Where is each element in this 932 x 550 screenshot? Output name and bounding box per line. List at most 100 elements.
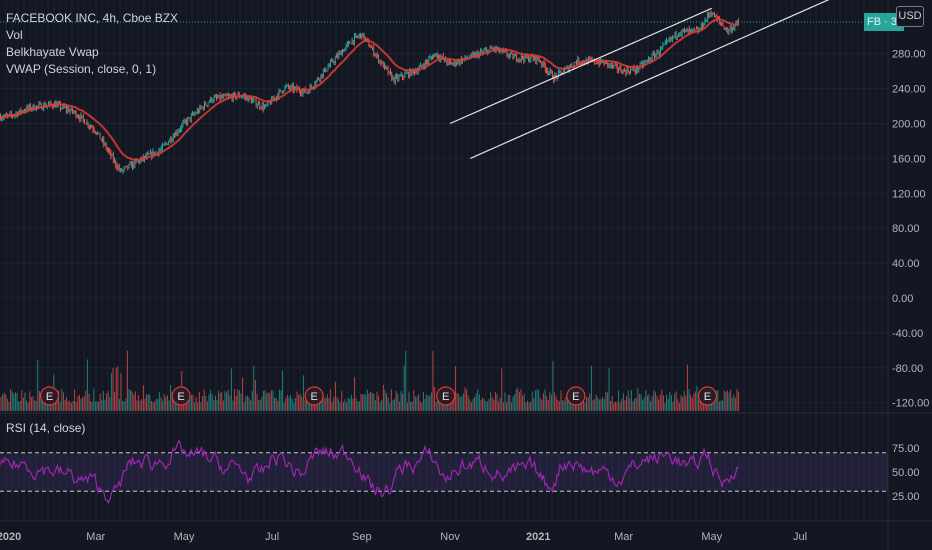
volume-bar — [722, 400, 724, 411]
time-tick-label: Nov — [440, 531, 460, 543]
price-tick-label: -80.00 — [892, 363, 923, 375]
volume-bar — [194, 402, 196, 411]
volume-bar — [230, 368, 232, 411]
rsi-tick-label: 50.00 — [892, 467, 920, 479]
volume-bar — [587, 397, 589, 411]
volume-bar — [126, 350, 128, 411]
volume-bar — [226, 392, 228, 411]
volume-bar — [523, 393, 525, 411]
price-tick-label: -120.00 — [892, 398, 929, 410]
volume-bar — [590, 365, 592, 411]
volume-bar — [109, 397, 111, 411]
legend: FACEBOOK INC, 4h, Cboe BZX Vol Belkhayat… — [6, 10, 178, 78]
volume-bar — [112, 368, 114, 411]
volume-bar — [731, 397, 733, 411]
time-tick-label: May — [701, 531, 722, 543]
volume-bar — [430, 392, 432, 411]
volume-bar — [413, 389, 415, 411]
volume-bar — [709, 402, 711, 411]
volume-bar — [149, 394, 151, 411]
volume-bar — [16, 392, 18, 411]
volume-bar — [245, 396, 247, 411]
time-tick-label: Sep — [352, 531, 372, 543]
volume-bar — [174, 398, 176, 411]
volume-bar — [341, 391, 343, 411]
volume-bar — [101, 399, 103, 411]
volume-bar — [389, 402, 391, 411]
volume-bar — [291, 398, 293, 411]
volume-bar — [424, 398, 426, 411]
volume-bar — [334, 381, 336, 411]
price-tick-label: 160.00 — [892, 153, 926, 165]
trend-channel[interactable] — [449, 0, 835, 159]
time-tick-label: Mar — [614, 531, 633, 543]
earnings-marker[interactable]: E — [566, 386, 586, 406]
earnings-marker[interactable]: E — [171, 386, 191, 406]
volume-bar — [37, 359, 39, 411]
volume-bar — [416, 396, 418, 411]
volume-bar — [595, 394, 597, 411]
volume-bar — [546, 396, 548, 411]
volume-bar — [138, 395, 140, 411]
volume-bar — [606, 392, 608, 411]
volume-bar — [32, 396, 34, 411]
volume-bar — [227, 389, 229, 411]
volume-bar — [714, 401, 716, 411]
volume-bar — [432, 351, 434, 411]
volume-bar — [451, 402, 453, 411]
volume-bar — [168, 400, 170, 411]
volume-bar — [307, 401, 309, 411]
volume-bar — [618, 390, 620, 411]
rsi-line — [0, 439, 739, 504]
volume-bar — [682, 397, 684, 411]
volume-bar — [474, 396, 476, 411]
price-series — [0, 10, 888, 175]
vwap-indicator-label[interactable]: VWAP (Session, close, 0, 1) — [6, 62, 157, 76]
volume-bar — [238, 390, 240, 411]
volume-bar — [350, 394, 352, 411]
volume-bar — [498, 401, 500, 411]
volume-bar — [357, 401, 359, 411]
volume-bar — [59, 401, 61, 411]
volume-bar — [470, 402, 472, 411]
belkhayate-indicator-label[interactable]: Belkhayate Vwap — [6, 45, 99, 59]
volume-bar — [533, 398, 535, 411]
volume-bar — [379, 402, 381, 411]
rsi-label[interactable]: RSI (14, close) — [6, 421, 86, 435]
channel-line[interactable] — [470, 0, 834, 159]
volume-bar — [234, 389, 236, 411]
volume-bar — [538, 389, 540, 411]
volume-bar — [696, 386, 698, 411]
volume-bar — [584, 402, 586, 411]
volume-bar — [10, 389, 12, 411]
symbol-title[interactable]: FACEBOOK INC, 4h, Cboe BZX — [6, 11, 179, 25]
time-tick-label: 2020 — [0, 531, 21, 543]
volume-bar — [165, 396, 167, 411]
volume-bar — [506, 402, 508, 411]
volume-bar — [582, 397, 584, 411]
volume-bar — [381, 399, 383, 411]
earnings-marker[interactable]: E — [304, 386, 324, 406]
volume-bar — [274, 397, 276, 411]
earnings-marker[interactable]: E — [39, 386, 60, 406]
earnings-marker[interactable]: E — [436, 386, 456, 406]
volume-bar — [454, 366, 456, 411]
volume-bar — [408, 391, 410, 411]
volume-bar — [192, 395, 194, 411]
volume-bar — [541, 399, 543, 411]
volume-bar — [510, 402, 512, 411]
currency-button[interactable]: USD — [896, 6, 924, 27]
earnings-marker[interactable]: E — [697, 386, 718, 406]
volume-bar — [373, 393, 375, 411]
channel-line[interactable] — [449, 7, 713, 125]
volume-bar — [93, 388, 95, 411]
vol-indicator-label[interactable]: Vol — [6, 28, 23, 42]
volume-bar — [699, 401, 701, 411]
volume-bar — [642, 400, 644, 411]
volume-bar — [403, 365, 405, 411]
volume-bar — [453, 395, 455, 411]
volume-bar — [206, 401, 208, 411]
